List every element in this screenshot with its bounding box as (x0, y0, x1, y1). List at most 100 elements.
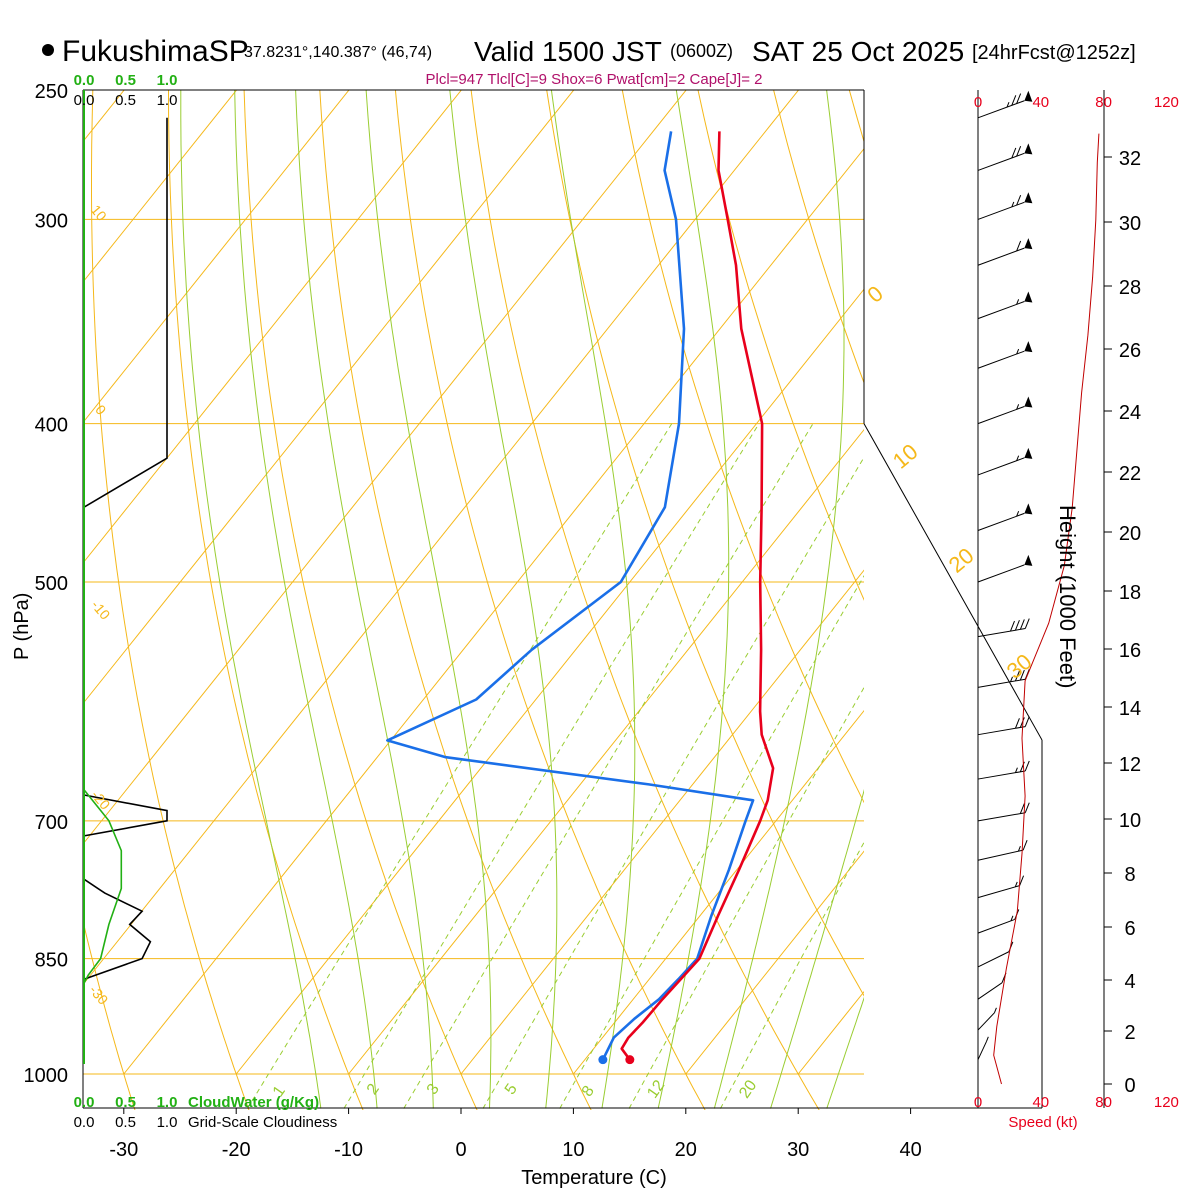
barb-half-flag (1011, 201, 1015, 208)
barb-flag (1019, 717, 1025, 728)
mixing-ratio-line (403, 423, 814, 1109)
height-tick-label: 18 (1119, 582, 1141, 604)
height-tick-label: 32 (1119, 148, 1141, 170)
dry-adiabat-line (1141, 61, 1200, 1142)
wind-barbs (977, 90, 1033, 1060)
barb-half-flag (1017, 846, 1021, 852)
barb-flag (1016, 146, 1022, 157)
wind-barb (977, 291, 1033, 320)
barb-flag (1014, 718, 1020, 729)
isotherm-line (83, 90, 350, 424)
speed-tick-label-top: 0 (974, 94, 982, 111)
cloudiness-tick-top: 1.0 (157, 92, 178, 109)
isotherm-line (573, 709, 864, 1075)
barb-flag (1019, 875, 1025, 886)
thermo-grid (0, 61, 1200, 1142)
mixing-ratio-label: 3 (424, 1081, 443, 1098)
height-tick-label: 12 (1119, 754, 1141, 776)
wind-barb (977, 909, 1020, 934)
isotherm-line (83, 90, 575, 705)
barb-half-flag (1010, 915, 1014, 922)
isotherm-line (123, 147, 864, 1075)
height-tick-label: 30 (1119, 213, 1141, 235)
mixing-ratio-line (559, 574, 864, 1109)
barb-staff (977, 152, 1025, 171)
barb-staff (977, 406, 1025, 425)
isotherm-line (0, 90, 12, 1074)
isotherm-label: -30 (86, 982, 111, 1008)
height-tick-label: 22 (1119, 463, 1141, 485)
cloudiness-tick-bottom: 0.5 (115, 1114, 136, 1131)
barb-staff (977, 726, 1026, 736)
barb-staff (977, 678, 1026, 688)
barb-half-flag (1016, 299, 1020, 305)
moist-adiabat-line (365, 90, 492, 1109)
barb-half-flag (1014, 767, 1018, 773)
moist-adiabat-line (180, 90, 322, 1109)
barb-half-flag (1016, 348, 1020, 355)
isotherm-line (83, 90, 462, 564)
cloudwater-tick-bottom: 1.0 (157, 1094, 178, 1111)
barb-pennant (1024, 90, 1033, 102)
height-tick-label: 28 (1119, 277, 1141, 299)
dry-adiabat-line (319, 90, 592, 1110)
plot-frame (82, 89, 1112, 1114)
barb-half-flag (1016, 511, 1020, 517)
wind-barb (977, 503, 1033, 531)
cloudwater-tick-top: 0.0 (74, 72, 95, 89)
mixing-ratio-line (628, 686, 864, 1109)
barb-pennant (1024, 396, 1033, 408)
isotherm-label: -20 (88, 787, 113, 813)
barb-staff (977, 885, 1020, 899)
x-tick-label: 20 (675, 1139, 697, 1161)
pressure-tick-label: 700 (35, 812, 68, 834)
dry-adiabat-line (621, 90, 864, 804)
pressure-tick-label: 250 (35, 81, 68, 103)
barb-flag (1014, 620, 1020, 631)
speed-panel (993, 133, 1100, 1085)
barb-flag (1016, 93, 1022, 104)
dry-adiabat-line (83, 918, 136, 1110)
barb-pennant (1024, 238, 1033, 250)
height-tick-label: 26 (1119, 340, 1141, 362)
moist-adiabat-line (770, 788, 864, 1109)
barb-panel-boundary (863, 423, 1043, 741)
wind-barb (977, 238, 1033, 266)
barb-staff (977, 770, 1026, 780)
x-axis-title: Temperature (C) (521, 1167, 667, 1189)
mixing-ratio-line (246, 423, 673, 1109)
dry-adiabat-line (697, 90, 864, 601)
barb-half-flag (1014, 881, 1018, 888)
mixing-ratio-label: 20 (736, 1077, 760, 1101)
wind-barb (977, 802, 1030, 822)
wind-barb (977, 839, 1028, 861)
barb-staff (977, 849, 1024, 861)
wind-barb (977, 875, 1025, 899)
barb-staff (977, 1041, 987, 1060)
barb-half-flag (985, 1036, 989, 1043)
dry-adiabat-label: 0 (862, 281, 887, 308)
moist-adiabat-line (713, 90, 845, 1109)
dry-adiabat-line (243, 90, 478, 1110)
x-tick-label: -30 (109, 1139, 138, 1161)
dewpoint-line (386, 131, 755, 1061)
barb-staff (977, 350, 1025, 369)
wind-barb (977, 1036, 989, 1060)
barb-half-flag (993, 1007, 997, 1013)
height-tick-label: 6 (1124, 918, 1135, 940)
mixing-ratio-line (343, 423, 760, 1109)
isotherm-line (83, 90, 799, 986)
speed-tick-label-bottom: 40 (1032, 1094, 1049, 1111)
dry-adiabat-line (848, 90, 864, 144)
pressure-tick-label: 300 (35, 210, 68, 232)
speed-tick-label-bottom: 80 (1095, 1094, 1112, 1111)
wind-barb (977, 554, 1033, 583)
barb-pennant (1024, 447, 1033, 459)
dry-adiabat-label: 10 (888, 439, 923, 474)
barb-pennant (1024, 554, 1033, 566)
dry-adiabat-line (470, 90, 820, 1110)
barb-staff (977, 628, 1026, 638)
speed-tick-label-top: 80 (1095, 94, 1112, 111)
barb-flag (1014, 670, 1020, 682)
